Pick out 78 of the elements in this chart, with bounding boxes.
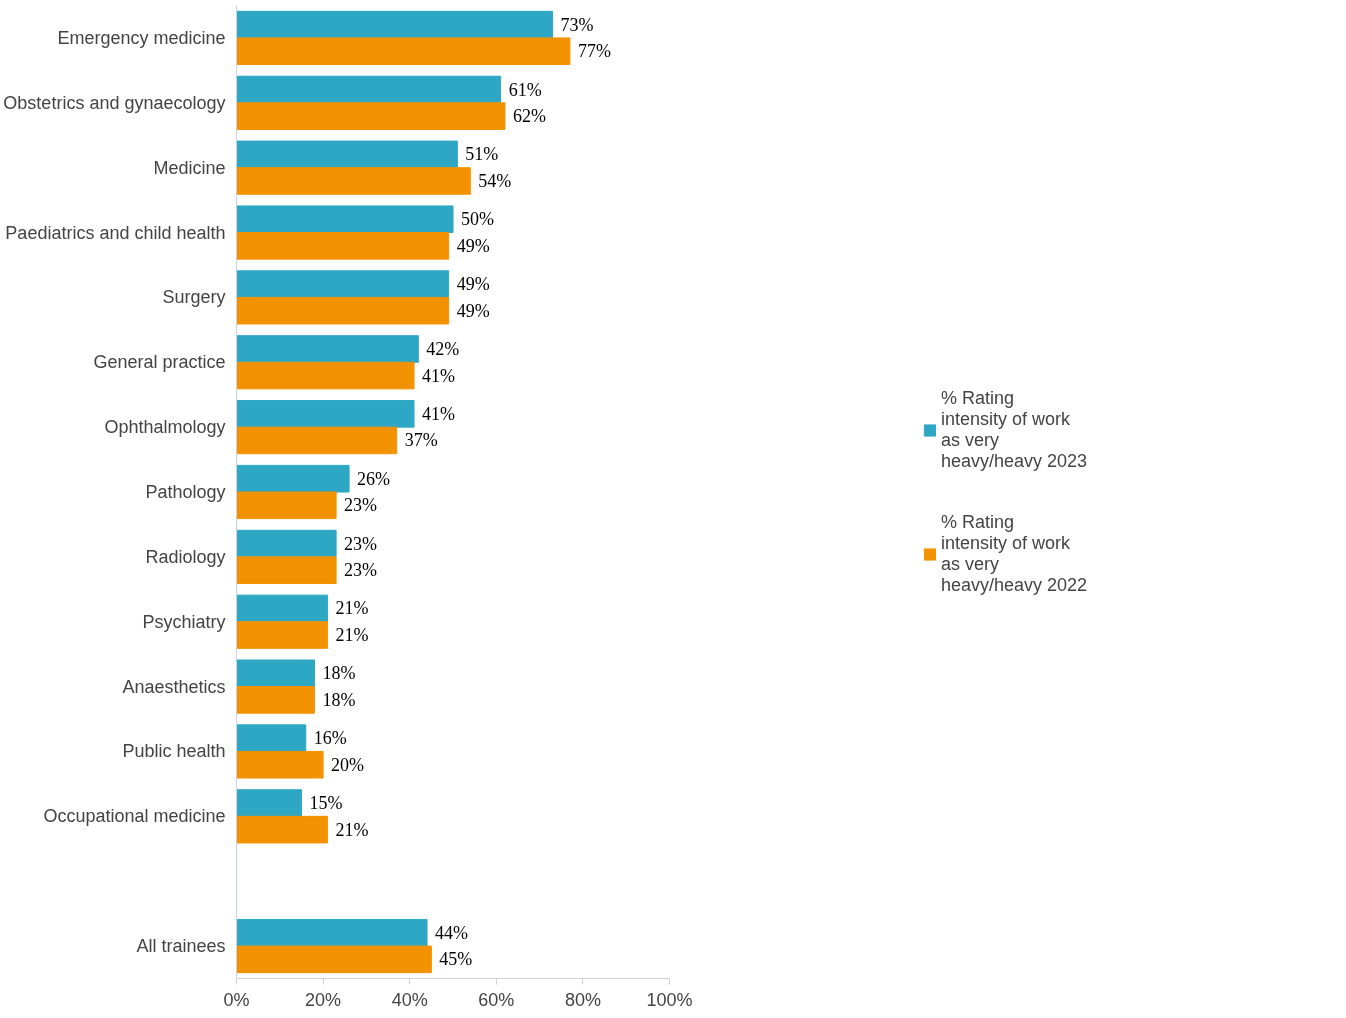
data-label: 49% xyxy=(456,300,490,321)
x-tick-label: 60% xyxy=(478,989,515,1010)
bar xyxy=(236,686,315,714)
bar xyxy=(236,140,458,169)
bar xyxy=(236,75,502,104)
bar xyxy=(236,945,432,974)
bar xyxy=(236,594,328,623)
data-label: 23% xyxy=(344,560,378,581)
legend-label: % Rating intensity of work as very heavy/heavy 2022 xyxy=(940,511,1088,596)
y-tick-label: Anaesthetics xyxy=(122,676,226,697)
data-label: 50% xyxy=(461,209,494,230)
bar xyxy=(236,232,450,260)
x-tick-label: 80% xyxy=(564,989,601,1010)
bar xyxy=(236,296,450,325)
x-tick-label: 40% xyxy=(391,989,428,1010)
bar xyxy=(236,37,571,66)
bar xyxy=(236,270,450,298)
data-label: 49% xyxy=(456,274,490,295)
data-label: 54% xyxy=(478,170,512,191)
data-label: 16% xyxy=(313,728,347,749)
x-tick-label: 20% xyxy=(305,989,342,1010)
bar xyxy=(236,621,328,649)
y-tick-label: Occupational medicine xyxy=(43,806,226,827)
bar xyxy=(236,102,506,130)
data-label: 18% xyxy=(322,689,356,710)
data-label: 62% xyxy=(512,106,546,127)
data-label: 21% xyxy=(335,819,369,840)
data-label: 45% xyxy=(439,949,473,970)
bar xyxy=(236,167,471,195)
data-label: 15% xyxy=(309,793,343,814)
data-label: 26% xyxy=(357,468,391,489)
data-label: 51% xyxy=(465,144,499,165)
bar xyxy=(236,918,428,947)
bar xyxy=(236,556,337,584)
bar xyxy=(236,361,415,390)
y-tick-label: All trainees xyxy=(136,936,226,957)
y-tick-label: Ophthalmology xyxy=(104,417,226,438)
y-tick-label: Emergency medicine xyxy=(57,27,226,48)
data-label: 77% xyxy=(577,41,611,62)
bar xyxy=(236,815,328,844)
data-label: 18% xyxy=(322,663,356,684)
bar xyxy=(236,529,337,558)
legend-label: % Rating intensity of work as very heavy/heavy 2023 xyxy=(940,387,1088,472)
y-tick-label: Public health xyxy=(122,741,226,762)
x-tick-label: 0% xyxy=(223,989,250,1010)
data-label: 42% xyxy=(426,338,460,359)
bar xyxy=(236,789,302,817)
data-label: 49% xyxy=(456,235,490,256)
bar xyxy=(236,335,419,363)
bar xyxy=(236,10,554,39)
y-tick-label: Pathology xyxy=(145,482,226,502)
data-label: 41% xyxy=(422,365,456,386)
y-tick-label: Psychiatry xyxy=(142,611,226,632)
bar xyxy=(236,750,324,779)
y-tick-label: Surgery xyxy=(162,287,226,308)
y-tick-label: Radiology xyxy=(145,546,226,567)
data-label: 21% xyxy=(335,625,369,646)
data-label: 44% xyxy=(435,922,469,943)
data-label: 61% xyxy=(508,79,542,100)
y-tick-label: Obstetrics and gynaecology xyxy=(3,92,226,113)
bar xyxy=(236,400,415,428)
data-label: 73% xyxy=(560,14,594,35)
bar xyxy=(236,464,350,493)
data-label: 20% xyxy=(331,754,365,775)
bar xyxy=(236,205,454,234)
data-label: 37% xyxy=(404,430,438,451)
data-label: 41% xyxy=(422,403,456,424)
bar xyxy=(236,724,307,752)
y-tick-label: General practice xyxy=(93,352,226,373)
bar xyxy=(236,659,315,688)
x-tick-label: 100% xyxy=(646,989,693,1010)
bar xyxy=(236,491,337,520)
data-label: 23% xyxy=(344,533,378,554)
y-tick-label: Paediatrics and child health xyxy=(5,222,226,243)
y-tick-label: Medicine xyxy=(153,157,226,178)
data-label: 21% xyxy=(335,598,369,619)
bar xyxy=(236,426,398,455)
data-label: 23% xyxy=(344,495,378,516)
